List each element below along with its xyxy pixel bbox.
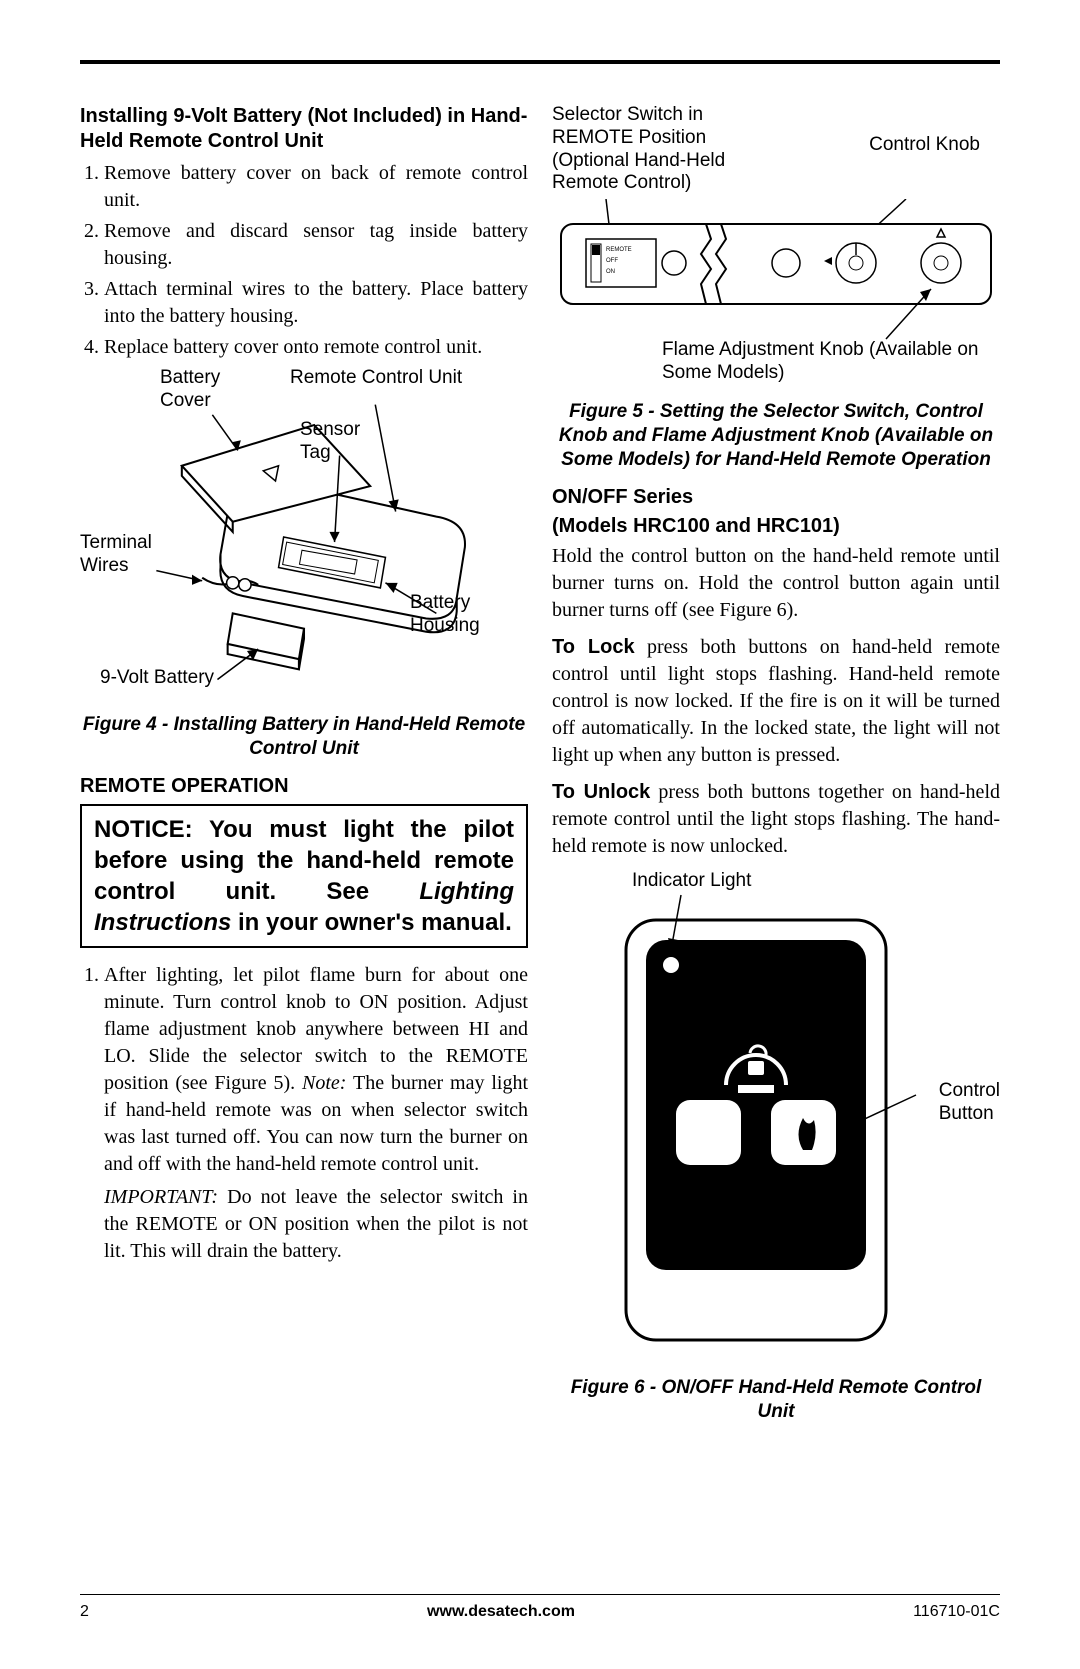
step-item: Attach terminal wires to the battery. Pl… — [104, 276, 528, 330]
fig6-caption: Figure 6 - ON/OFF Hand-Held Remote Contr… — [552, 1376, 1000, 1424]
right-column: Selector Switch in REMOTE Position (Opti… — [552, 104, 1000, 1438]
step-item: Remove battery cover on back of remote c… — [104, 160, 528, 214]
onoff-p1: Hold the control button on the hand-held… — [552, 543, 1000, 624]
op-step1-imp: IMPORTANT: Do not leave the selector swi… — [104, 1184, 528, 1265]
fig4-label-battery-housing: Battery Housing — [410, 592, 480, 638]
two-column-layout: Installing 9-Volt Battery (Not Included)… — [80, 104, 1000, 1438]
fig4-label-battery-cover: Battery Cover — [160, 367, 220, 413]
step-item: Replace battery cover onto remote contro… — [104, 334, 528, 361]
svg-text:OFF: OFF — [606, 258, 618, 264]
page-footer: 2 www.desatech.com 116710-01C — [80, 1594, 1000, 1621]
figure-4: Battery Cover Remote Control Unit Sensor… — [80, 367, 528, 707]
figure-6: Indicator Light Control Button — [552, 870, 1000, 1370]
install-steps: Remove battery cover on back of remote c… — [80, 160, 528, 361]
remote-operation-heading: REMOTE OPERATION — [80, 775, 528, 798]
op-step1-note-label: Note: — [302, 1072, 346, 1094]
fig4-caption: Figure 4 - Installing Battery in Hand-He… — [80, 713, 528, 761]
top-rule — [80, 60, 1000, 64]
operation-steps: After lighting, let pilot flame burn for… — [80, 962, 528, 1265]
notice-box: NOTICE: You must light the pilot before … — [80, 804, 528, 949]
onoff-heading-1: ON/OFF Series — [552, 485, 1000, 510]
op-step1-imp-label: IMPORTANT: — [104, 1186, 218, 1208]
footer-url: www.desatech.com — [427, 1603, 575, 1621]
fig4-label-sensor-tag: Sensor Tag — [300, 419, 360, 465]
op-step-1: After lighting, let pilot flame burn for… — [104, 962, 528, 1265]
onoff-heading-2: (Models HRC100 and HRC101) — [552, 514, 1000, 539]
onoff-p2: To Lock press both buttons on hand-held … — [552, 634, 1000, 769]
onoff-p3: To Unlock press both buttons together on… — [552, 779, 1000, 860]
fig5-label-selector: Selector Switch in REMOTE Position (Opti… — [552, 104, 762, 195]
svg-text:ON: ON — [606, 269, 615, 275]
page: Installing 9-Volt Battery (Not Included)… — [0, 0, 1080, 1478]
fig5-label-control-knob: Control Knob — [869, 134, 980, 157]
fig4-label-remote-unit: Remote Control Unit — [290, 367, 462, 390]
footer-docnum: 116710-01C — [913, 1603, 1000, 1621]
footer-page-number: 2 — [80, 1603, 89, 1621]
fig5-caption: Figure 5 - Setting the Selector Switch, … — [552, 400, 1000, 471]
fig4-label-terminal-wires: Terminal Wires — [80, 532, 152, 578]
notice-tail: in your owner's manual. — [231, 909, 511, 936]
step-item: Remove and discard sensor tag inside bat… — [104, 218, 528, 272]
svg-text:REMOTE: REMOTE — [606, 247, 632, 253]
p2-bold: To Lock — [552, 636, 635, 658]
figure-5: Selector Switch in REMOTE Position (Opti… — [552, 104, 1000, 394]
left-column: Installing 9-Volt Battery (Not Included)… — [80, 104, 528, 1438]
p3-bold: To Unlock — [552, 781, 650, 803]
fig4-label-9v: 9-Volt Battery — [100, 667, 214, 690]
install-heading: Installing 9-Volt Battery (Not Included)… — [80, 104, 528, 154]
fig5-label-flame-knob: Flame Adjustment Knob (Available on Some… — [662, 339, 982, 385]
figure-6-svg — [552, 890, 1000, 1370]
